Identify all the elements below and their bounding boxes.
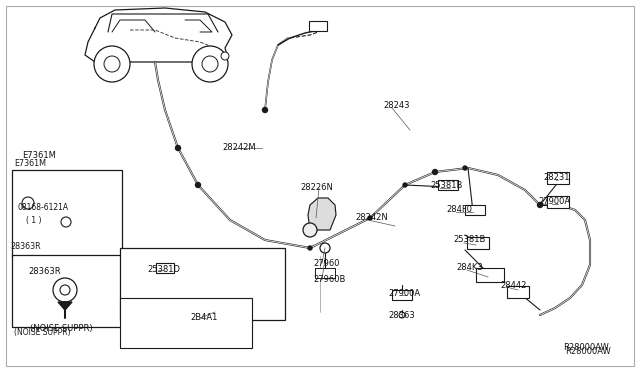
Text: 28242N: 28242N [355, 214, 388, 222]
Text: (NOISE SUPPR): (NOISE SUPPR) [30, 324, 93, 333]
Text: (NOISE SUPPR): (NOISE SUPPR) [14, 328, 70, 337]
Circle shape [399, 312, 405, 318]
Bar [120, 298, 252, 348]
Text: 28363: 28363 [388, 311, 415, 321]
Bar [12, 255, 122, 327]
Circle shape [22, 197, 34, 209]
Circle shape [104, 56, 120, 72]
Circle shape [538, 202, 543, 208]
Circle shape [320, 243, 330, 253]
Text: 28231: 28231 [543, 173, 570, 183]
Circle shape [403, 183, 407, 187]
Text: E7361M: E7361M [14, 159, 46, 168]
Text: 284K3: 284K3 [456, 263, 483, 273]
Polygon shape [58, 302, 72, 310]
Circle shape [368, 216, 372, 220]
Text: 08168-6121A: 08168-6121A [18, 203, 69, 212]
Circle shape [463, 166, 467, 170]
Bar [507, 286, 529, 298]
Text: 2B4A1: 2B4A1 [190, 314, 218, 323]
Text: 28363R: 28363R [28, 266, 61, 276]
Circle shape [94, 46, 130, 82]
Bar [547, 196, 569, 208]
Circle shape [61, 217, 71, 227]
Circle shape [60, 285, 70, 295]
Bar [465, 205, 485, 215]
Bar [438, 180, 458, 190]
Bar [156, 263, 174, 273]
Bar [315, 268, 335, 278]
Bar [547, 172, 569, 184]
Circle shape [308, 246, 312, 250]
Text: R28000AW: R28000AW [565, 347, 611, 356]
Text: 25381B: 25381B [430, 180, 462, 189]
Bar [467, 237, 489, 249]
Text: 27960: 27960 [313, 259, 339, 267]
Text: 28442: 28442 [500, 282, 526, 291]
Text: 28226N: 28226N [300, 183, 333, 192]
Text: 27900A: 27900A [388, 289, 420, 298]
Text: 284F0: 284F0 [446, 205, 472, 215]
Circle shape [433, 170, 438, 174]
Bar [120, 248, 285, 320]
Circle shape [262, 108, 268, 112]
Text: R28000AW: R28000AW [563, 343, 609, 353]
Circle shape [202, 56, 218, 72]
Text: 28243: 28243 [383, 100, 410, 109]
Polygon shape [308, 198, 336, 230]
Circle shape [175, 145, 180, 151]
Circle shape [221, 52, 229, 60]
Circle shape [303, 223, 317, 237]
Text: 27900A: 27900A [538, 198, 570, 206]
Text: E7361M: E7361M [22, 151, 56, 160]
Circle shape [53, 278, 77, 302]
Text: ( 1 ): ( 1 ) [26, 215, 42, 224]
Circle shape [195, 183, 200, 187]
Text: 28363R: 28363R [10, 242, 40, 251]
Text: 25381B: 25381B [453, 235, 485, 244]
Text: 27960B: 27960B [313, 276, 346, 285]
Bar [12, 170, 122, 258]
Circle shape [192, 46, 228, 82]
Bar [476, 268, 504, 282]
Bar [309, 21, 327, 31]
Text: 28242M: 28242M [222, 144, 255, 153]
Text: 25381D: 25381D [147, 266, 180, 275]
Bar [392, 290, 412, 300]
